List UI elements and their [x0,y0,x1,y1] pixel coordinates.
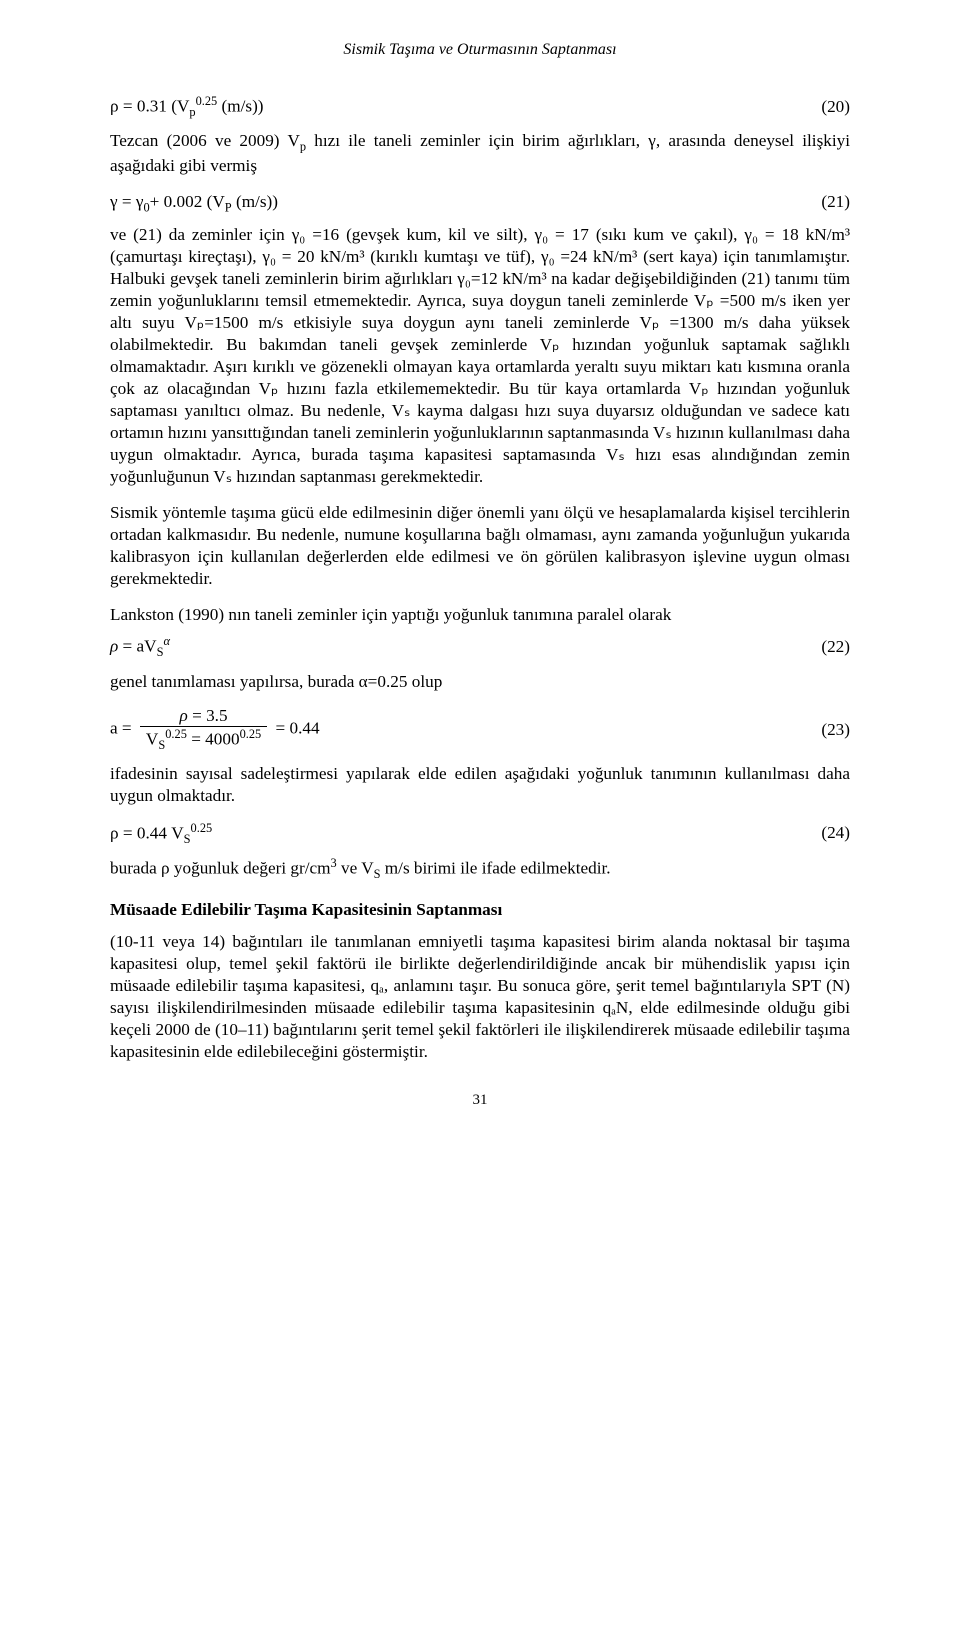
section-heading: Müsaade Edilebilir Taşıma Kapasitesinin … [110,899,850,921]
eq23-fraction: ρ = 3.5 VS0.25 = 40000.25 [140,707,267,752]
paragraph-3: Sismik yöntemle taşıma gücü elde edilmes… [110,502,850,590]
equation-24: ρ = 0.44 VS0.25 (24) [110,821,850,848]
eq21-lhs-a: γ = γ [110,192,143,211]
paragraph-4: Lankston (1990) nın taneli zeminler için… [110,604,850,626]
paragraph-1: Tezcan (2006 ve 2009) Vp hızı ile taneli… [110,130,850,177]
equation-23: a = ρ = 3.5 VS0.25 = 40000.25 = 0.44 (23… [110,707,850,752]
equation-21: γ = γ0+ 0.002 (VP (m/s)) (21) [110,191,850,216]
eq24-sup: 0.25 [191,821,213,835]
eq21-lhs-b: + 0.002 (V [150,192,225,211]
paragraph-2: ve (21) da zeminler için γ₀ =16 (gevşek … [110,224,850,488]
p7-sub-s: S [374,867,381,881]
paragraph-5: genel tanımlaması yapılırsa, burada α=0.… [110,671,850,693]
eq20-lhs: ρ = 0.31 (V [110,97,189,116]
eq23-frac-den: VS0.25 = 40000.25 [140,727,267,752]
eq24-a: ρ = 0.44 V [110,823,184,842]
eq20-tail: (m/s)) [217,97,263,116]
eq23-number: (23) [809,719,850,741]
eq21-expression: γ = γ0+ 0.002 (VP (m/s)) [110,191,278,216]
eq22-rho: ρ [110,637,118,656]
eq23-a: a = [110,719,136,738]
page-number: 31 [110,1091,850,1110]
eq23-den-b: = 4000 [187,730,240,749]
eq24-sub: S [184,832,191,846]
p7b: ve V [337,858,374,877]
eq22-a: = aV [118,637,156,656]
paragraph-8: (10-11 veya 14) bağıntıları ile tanımlan… [110,931,850,1063]
eq21-vpsub: P [225,200,232,214]
eq22-expression: ρ = aVSα [110,634,170,661]
eq23-den-a: V [146,730,158,749]
eq20-superscript: 0.25 [196,94,218,108]
paragraph-6: ifadesinin sayısal sadeleştirmesi yapıla… [110,763,850,807]
eq23-den-sup2: 0.25 [240,727,262,741]
p7a: burada ρ yoğunluk değeri gr/cm [110,858,331,877]
eq23-num-rest: = 3.5 [188,706,228,725]
eq20-number: (20) [809,96,850,118]
p7c: m/s birimi ile ifade edilmektedir. [381,858,611,877]
eq22-sup: α [163,634,170,648]
equation-20: ρ = 0.31 (Vp0.25 (m/s)) (20) [110,94,850,121]
eq23-num-rho: ρ [180,706,188,725]
eq23-expression: a = ρ = 3.5 VS0.25 = 40000.25 = 0.44 [110,707,320,752]
eq23-tail: = 0.44 [276,719,320,738]
p1a: Tezcan (2006 ve 2009) V [110,131,300,150]
eq23-frac-num: ρ = 3.5 [140,707,267,727]
running-header: Sismik Taşıma ve Oturmasının Saptanması [110,40,850,60]
equation-22: ρ = aVSα (22) [110,634,850,661]
eq21-tail: (m/s)) [232,192,278,211]
paragraph-7: burada ρ yoğunluk değeri gr/cm3 ve VS m/… [110,856,850,883]
eq20-expression: ρ = 0.31 (Vp0.25 (m/s)) [110,94,264,121]
eq23-den-sup: 0.25 [165,727,187,741]
eq22-number: (22) [809,636,850,658]
eq21-number: (21) [809,191,850,213]
eq24-expression: ρ = 0.44 VS0.25 [110,821,212,848]
eq24-number: (24) [809,822,850,844]
